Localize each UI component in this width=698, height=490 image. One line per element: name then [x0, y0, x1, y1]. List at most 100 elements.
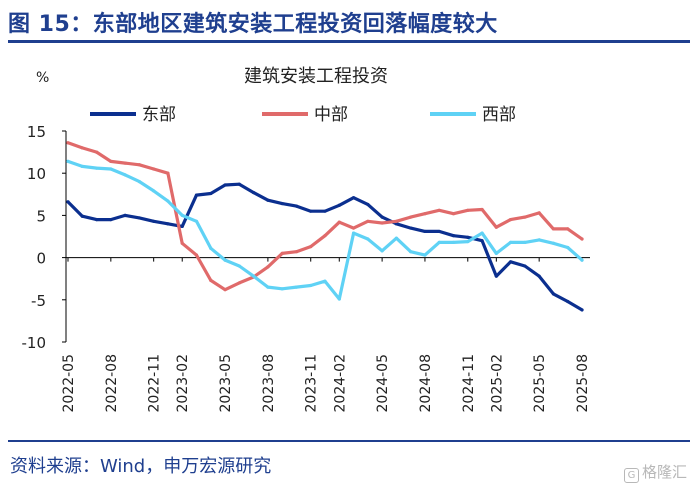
data-point-西部 — [580, 258, 584, 262]
data-point-中部 — [223, 288, 227, 292]
data-point-东部 — [380, 215, 384, 219]
data-point-东部 — [523, 264, 527, 268]
data-point-中部 — [266, 265, 270, 269]
data-point-中部 — [394, 219, 398, 223]
data-point-西部 — [523, 240, 527, 245]
x-tick-label: 2023-08 — [261, 354, 277, 413]
data-point-中部 — [66, 141, 70, 145]
watermark-text: 格隆汇 — [642, 463, 688, 481]
x-tick-label: 2025-02 — [489, 354, 505, 413]
data-point-东部 — [551, 292, 556, 296]
data-point-东部 — [280, 201, 284, 206]
legend-label-东部: 东部 — [142, 105, 176, 125]
x-tick-label: 2024-05 — [375, 354, 391, 413]
data-point-西部 — [309, 283, 313, 288]
data-point-西部 — [94, 166, 99, 170]
data-point-东部 — [166, 222, 170, 226]
data-point-东部 — [66, 200, 70, 204]
data-point-西部 — [380, 249, 384, 253]
data-point-西部 — [394, 236, 398, 240]
data-point-东部 — [423, 229, 427, 234]
data-point-中部 — [451, 212, 456, 216]
data-point-东部 — [394, 222, 398, 226]
data-point-中部 — [152, 167, 156, 171]
data-point-西部 — [409, 250, 413, 254]
data-point-中部 — [480, 207, 484, 212]
data-point-中部 — [551, 227, 556, 231]
data-point-东部 — [94, 218, 99, 222]
data-point-中部 — [237, 281, 241, 285]
data-point-西部 — [266, 285, 270, 289]
data-point-西部 — [280, 287, 284, 291]
data-point-西部 — [252, 274, 256, 278]
x-tick-label: 2022-08 — [104, 354, 120, 413]
data-point-中部 — [294, 250, 299, 254]
x-tick-label: 2022-11 — [147, 354, 163, 413]
data-point-西部 — [80, 164, 84, 169]
data-point-中部 — [309, 245, 313, 249]
data-point-东部 — [351, 196, 356, 200]
data-point-中部 — [580, 237, 584, 241]
data-point-东部 — [509, 260, 513, 264]
data-point-中部 — [137, 163, 141, 167]
data-point-中部 — [180, 241, 184, 245]
figure-title: 图 15：东部地区建筑安装工程投资回落幅度较大 — [8, 12, 498, 37]
data-point-西部 — [351, 231, 356, 235]
data-point-中部 — [494, 225, 498, 229]
data-point-西部 — [166, 199, 170, 203]
y-tick-label: 10 — [27, 165, 46, 183]
data-point-西部 — [194, 219, 199, 223]
data-point-东部 — [137, 216, 141, 220]
x-tick-label: 2023-05 — [218, 354, 234, 413]
y-tick-label: -10 — [22, 334, 47, 352]
data-point-西部 — [66, 159, 70, 163]
data-point-东部 — [466, 235, 470, 239]
data-point-东部 — [566, 299, 570, 304]
data-point-西部 — [366, 237, 370, 241]
y-tick-label: 15 — [27, 123, 46, 141]
data-point-西部 — [337, 297, 341, 301]
data-point-东部 — [237, 182, 241, 186]
x-tick-label: 2025-05 — [532, 354, 548, 413]
data-point-西部 — [152, 189, 156, 193]
watermark-logo-icon: G — [624, 468, 639, 483]
x-tick-label: 2023-11 — [304, 354, 320, 413]
data-point-中部 — [380, 221, 384, 225]
x-tick-label: 2022-05 — [61, 354, 77, 413]
data-point-中部 — [509, 218, 513, 222]
y-tick-label: -5 — [31, 292, 46, 310]
data-point-东部 — [80, 214, 84, 218]
chart-title: 建筑安装工程投资 — [244, 66, 388, 87]
data-point-中部 — [437, 208, 441, 212]
series-line-西部 — [66, 159, 584, 301]
data-point-东部 — [266, 198, 270, 202]
data-point-东部 — [223, 183, 227, 187]
data-point-中部 — [123, 161, 127, 165]
data-point-西部 — [237, 264, 241, 268]
data-point-东部 — [366, 202, 370, 207]
data-point-西部 — [223, 258, 227, 262]
data-point-东部 — [180, 224, 184, 228]
data-point-东部 — [337, 203, 341, 207]
data-point-东部 — [323, 209, 327, 213]
data-point-西部 — [537, 238, 541, 242]
data-point-中部 — [423, 212, 427, 216]
data-point-西部 — [509, 240, 513, 245]
title-divider — [8, 40, 690, 43]
data-point-西部 — [137, 180, 141, 184]
data-point-西部 — [466, 239, 470, 244]
data-point-东部 — [109, 218, 113, 222]
data-point-西部 — [451, 240, 456, 245]
x-tick-label: 2023-02 — [175, 354, 191, 413]
data-point-东部 — [580, 308, 584, 312]
data-point-中部 — [537, 211, 541, 215]
data-point-东部 — [409, 226, 413, 230]
data-point-西部 — [494, 251, 498, 255]
data-point-西部 — [437, 240, 441, 245]
data-point-西部 — [123, 173, 127, 177]
data-point-中部 — [366, 219, 370, 223]
data-point-西部 — [294, 285, 299, 289]
y-tick-label: 5 — [36, 207, 46, 225]
data-point-东部 — [152, 219, 156, 223]
